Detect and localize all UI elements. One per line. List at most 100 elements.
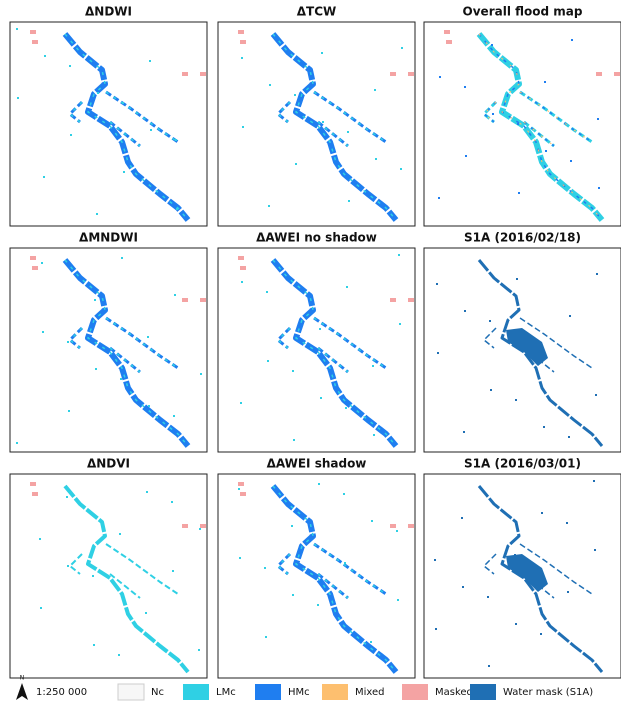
legend-label: LMc (216, 687, 236, 698)
legend-swatch (117, 683, 145, 701)
flood-speck (597, 118, 599, 120)
flood-speck (264, 567, 266, 569)
flood-speck (241, 281, 243, 283)
flood-speck (571, 39, 573, 41)
flood-speck (17, 97, 19, 99)
flood-speck (399, 323, 401, 325)
flood-speck (595, 394, 597, 396)
flood-speck (41, 262, 43, 264)
flood-speck (568, 436, 570, 438)
flood-speck (545, 150, 547, 152)
flood-speck (171, 501, 173, 503)
flood-speck (371, 520, 373, 522)
flood-speck (374, 89, 376, 91)
masked-area (30, 30, 36, 34)
map-panel (9, 21, 208, 227)
flood-speck (397, 599, 399, 601)
flood-speck (66, 496, 68, 498)
flood-speck (119, 533, 121, 535)
flood-speck (489, 320, 491, 322)
flood-speck (267, 360, 269, 362)
panel-title: ΔMNDWI (79, 231, 138, 245)
flood-speck (320, 397, 322, 399)
flood-speck (566, 522, 568, 524)
flood-area (62, 258, 191, 448)
water-body (506, 328, 548, 366)
flood-speck (543, 426, 545, 428)
masked-area (30, 482, 36, 486)
flood-speck (68, 410, 70, 412)
flood-speck (173, 415, 175, 417)
flood-area (313, 91, 387, 143)
flood-speck (43, 176, 45, 178)
flood-speck (95, 368, 97, 370)
flood-speck (97, 92, 99, 94)
flood-speck (465, 155, 467, 157)
flood-area (272, 33, 397, 221)
flood-speck (149, 60, 151, 62)
water-body (506, 554, 548, 592)
flood-speck (268, 205, 270, 207)
panel-title: Overall flood map (463, 5, 583, 19)
masked-area (32, 40, 38, 44)
flood-speck (67, 565, 69, 567)
flood-speck (92, 575, 94, 577)
masked-area (182, 72, 188, 76)
masked-area (182, 524, 188, 528)
masked-area (238, 30, 244, 34)
flood-speck (344, 562, 346, 564)
flood-speck (596, 273, 598, 275)
legend-label: Masked (435, 687, 473, 698)
flood-speck (242, 126, 244, 128)
map-panel (9, 473, 208, 679)
flood-speck (266, 291, 268, 293)
flood-area (317, 573, 349, 599)
flood-speck (198, 649, 200, 651)
flood-area (64, 259, 189, 447)
flood-speck (176, 208, 178, 210)
flood-speck (239, 557, 241, 559)
flood-area (62, 32, 191, 222)
flood-speck (434, 559, 436, 561)
flood-area (272, 259, 397, 447)
flood-speck (439, 76, 441, 78)
flood-speck (44, 55, 46, 57)
map-panel (217, 247, 416, 453)
flood-speck (39, 538, 41, 540)
masked-area (240, 492, 246, 496)
masked-area (238, 256, 244, 260)
masked-area (596, 72, 602, 76)
flood-speck (150, 129, 152, 131)
flood-area (109, 573, 141, 599)
flood-speck (172, 570, 174, 572)
masked-area (614, 72, 620, 76)
north-label: N (20, 675, 25, 682)
masked-area (200, 72, 206, 76)
flood-speck (438, 197, 440, 199)
flood-speck (175, 139, 177, 141)
map-panel (217, 473, 416, 679)
flood-speck (490, 389, 492, 391)
masked-area (32, 492, 38, 496)
flood-speck (148, 405, 150, 407)
flood-speck (437, 352, 439, 354)
flood-speck (398, 254, 400, 256)
flood-speck (343, 493, 345, 495)
flood-speck (118, 654, 120, 656)
legend-swatch (255, 684, 281, 700)
flood-speck (16, 442, 18, 444)
legend-swatch (470, 684, 496, 700)
legend-label: Mixed (355, 687, 385, 698)
flood-speck (292, 594, 294, 596)
flood-area (519, 543, 593, 595)
flood-speck (542, 357, 544, 359)
flood-speck (70, 134, 72, 136)
legend-swatch (322, 684, 348, 700)
flood-speck (598, 187, 600, 189)
flood-speck (347, 131, 349, 133)
masked-area (444, 30, 450, 34)
flood-speck (401, 47, 403, 49)
map-panel (423, 21, 621, 227)
flood-speck (294, 94, 296, 96)
masked-area (390, 298, 396, 302)
